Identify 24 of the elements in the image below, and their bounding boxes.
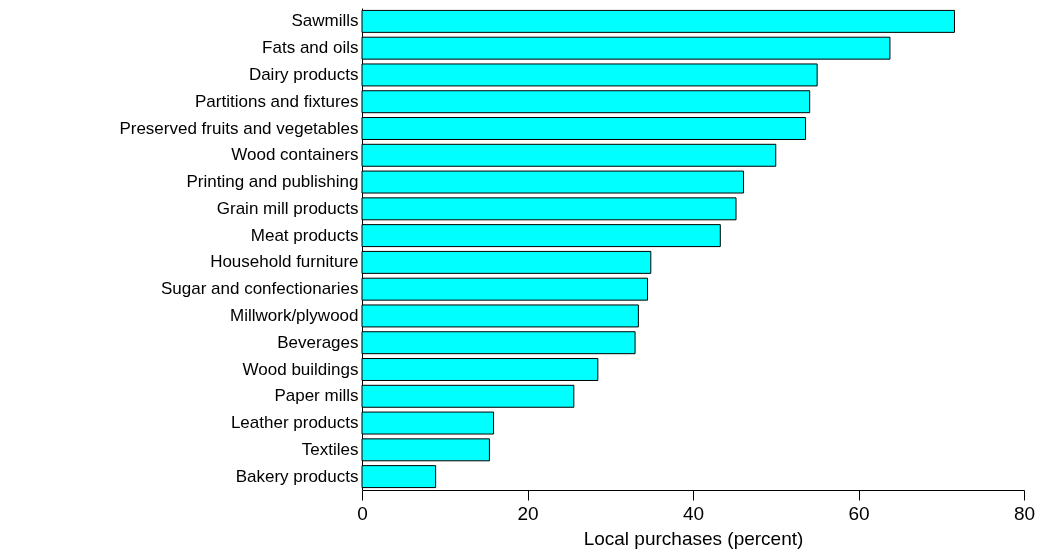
y-tick-label: Fats and oils: [262, 38, 359, 58]
y-tick-label: Bakery products: [235, 466, 359, 486]
x-axis-title: Local purchases (percent): [583, 527, 804, 549]
y-tick-label: Leather products: [230, 413, 359, 433]
x-tick-label: 0: [357, 502, 368, 524]
y-tick-label: Wood containers: [231, 145, 359, 165]
x-tick-label: 80: [1013, 502, 1036, 524]
y-tick-label: Printing and publishing: [186, 172, 359, 192]
x-tick-label: 40: [682, 502, 705, 524]
x-tick-label: 60: [848, 502, 870, 524]
y-tick-label: Grain mill products: [216, 198, 359, 218]
y-tick-label: Preserved fruits and vegetables: [119, 118, 359, 138]
x-tick-label: 20: [517, 502, 539, 524]
y-tick-label: Sugar and confectionaries: [160, 279, 359, 299]
y-tick-label: Household furniture: [210, 252, 359, 272]
y-tick-label: Dairy products: [248, 64, 359, 84]
y-tick-label: Beverages: [277, 332, 359, 352]
y-tick-label: Meat products: [250, 225, 359, 245]
y-tick-label: Millwork/plywood: [230, 305, 359, 325]
y-tick-label: Partitions and fixtures: [195, 91, 359, 111]
y-tick-label: Textiles: [301, 439, 359, 459]
y-tick-label: Wood buildings: [242, 359, 359, 379]
y-tick-label: Sawmills: [291, 11, 359, 31]
y-tick-label: Paper mills: [274, 386, 359, 406]
